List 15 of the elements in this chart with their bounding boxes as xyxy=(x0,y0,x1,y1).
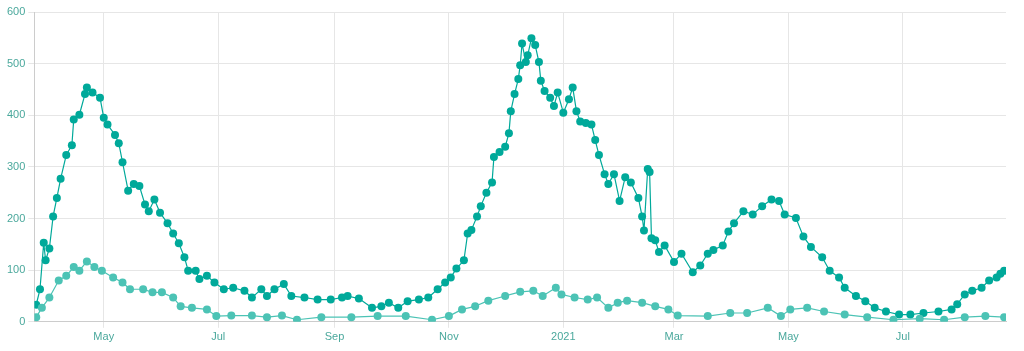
y-tick-label: 500 xyxy=(6,56,26,69)
x-tick-label: 2021 xyxy=(551,330,576,343)
x-tick-label: May xyxy=(93,330,115,343)
x-tick-label: Jul xyxy=(211,330,226,343)
x-tick-label: Nov xyxy=(439,330,460,343)
x-tick-label: Sep xyxy=(324,330,345,343)
y-tick-label: 300 xyxy=(6,159,26,172)
x-tick-label: May xyxy=(778,330,800,343)
x-tick-label: Jul xyxy=(895,330,910,343)
y-tick-label: 0 xyxy=(19,314,26,327)
y-tick-label: 600 xyxy=(6,5,26,18)
y-tick-label: 400 xyxy=(6,108,26,121)
x-tick-label: Mar xyxy=(664,330,684,343)
y-tick-label: 100 xyxy=(6,263,26,276)
y-tick-label: 200 xyxy=(6,211,26,224)
